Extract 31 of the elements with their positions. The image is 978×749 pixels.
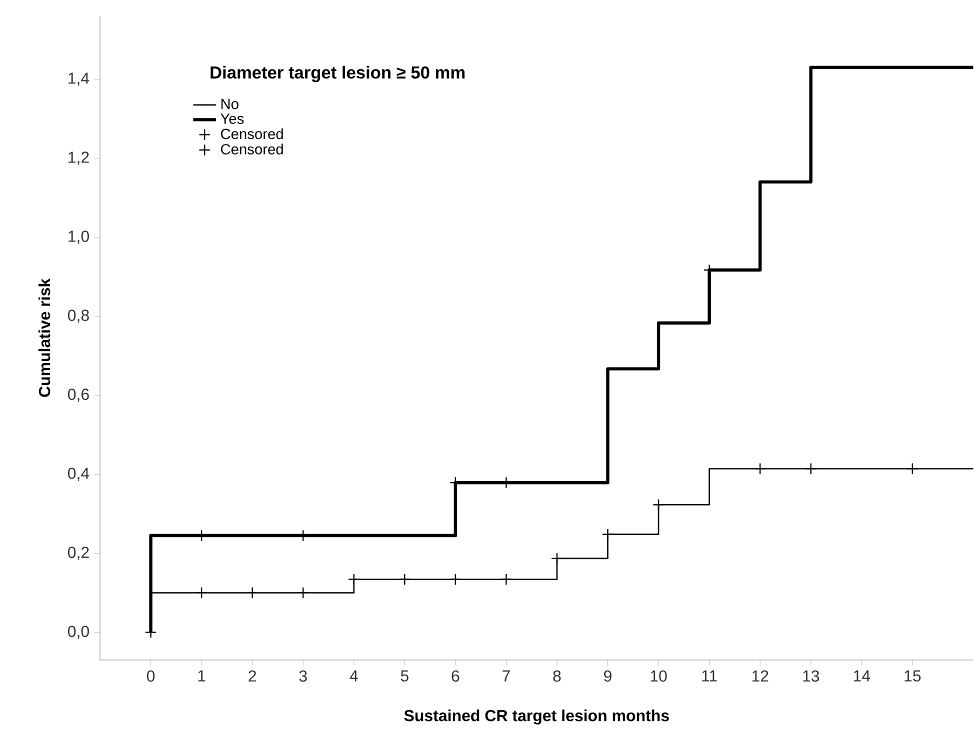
y-tick-label: 1,2 [68,152,89,165]
x-tick-label: 12 [752,670,768,682]
y-tick-label: 1,0 [68,230,89,244]
x-tick-label: 5 [400,670,408,682]
legend-title: Diameter target lesion ≥ 50 mm [210,66,465,82]
y-tick-label: 0,8 [68,310,89,323]
legend-label: No [221,98,238,110]
x-tick-label: 6 [452,670,460,682]
x-tick-label: 2 [248,670,256,682]
y-tick-label: 0,2 [68,546,89,560]
x-tick-label: 8 [553,670,561,682]
legend-label: Censored [220,144,283,154]
y-tick-label: 0,6 [68,388,89,402]
x-tick-label: 7 [502,670,510,682]
x-tick-label: 11 [702,670,717,682]
legend-label: Censored [220,128,283,140]
x-tick-label: 10 [650,670,667,682]
y-tick-label: 0,4 [68,468,90,481]
x-tick-label: 0 [146,670,155,682]
x-tick-label: 3 [299,670,307,682]
legend-label: Yes [220,114,244,124]
y-tick-label: 1,4 [68,72,90,86]
y-axis-title: Cumulative risk [38,278,50,397]
x-tick-label: 1 [198,670,206,682]
x-tick-label: 15 [904,670,921,682]
y-tick-label: 0,0 [68,626,89,639]
x-tick-label: 13 [803,670,820,682]
x-axis-title: Sustained CR target lesion months [404,710,669,725]
x-tick-label: 9 [604,670,612,682]
x-tick-label: 4 [350,670,358,682]
x-tick-label: 14 [854,670,870,682]
